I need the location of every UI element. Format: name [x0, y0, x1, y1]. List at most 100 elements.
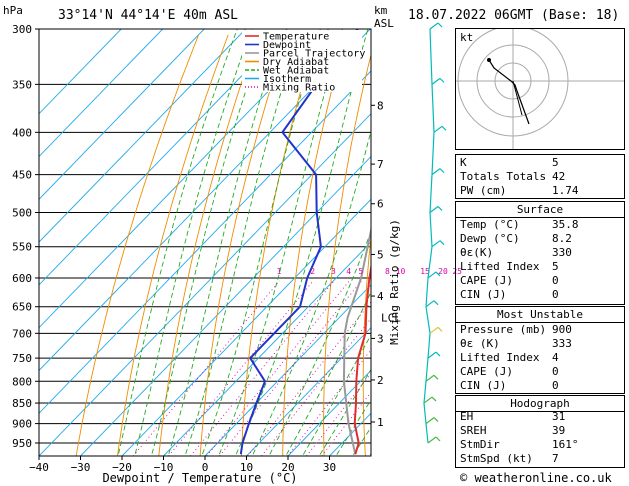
- hodo-row: SREH 39: [460, 424, 566, 437]
- isotherm-line: [39, 29, 288, 286]
- pressure-label: 400: [12, 126, 32, 139]
- wind-barb-flag: [433, 374, 439, 380]
- mu-row: CAPE (J) 0: [460, 365, 559, 378]
- wind-barb: [429, 22, 439, 30]
- isotherm-line: [39, 70, 371, 414]
- legend-entry: Temperature: [263, 32, 329, 43]
- isotherm-line: [39, 29, 371, 372]
- mixing-ratio-value: 15: [420, 267, 430, 276]
- wet-adiabat-line: [318, 368, 371, 456]
- dry-adiabat-line: [402, 35, 436, 456]
- surface-row: θε(K) 330: [460, 246, 572, 259]
- mixing-ratio-value: 2: [310, 267, 315, 276]
- wet-adiabat-line: [251, 129, 371, 456]
- legend-entry: Dewpoint: [263, 40, 311, 51]
- isotherm-line: [80, 155, 371, 456]
- wind-barb: [423, 396, 433, 404]
- surface-panel: Surface Temp (°C) 35.8 Dewp (°C) 8.2 θε(K)…: [455, 201, 625, 305]
- isotherm-line: [39, 29, 330, 329]
- mu-row: θε (K) 333: [460, 337, 572, 350]
- wet-adiabat-line: [117, 29, 238, 456]
- hodograph-plot: [456, 29, 624, 149]
- isotherm-line: [121, 198, 371, 456]
- legend-entry: Wet Adiabat: [263, 66, 329, 77]
- hodograph-start: [487, 58, 491, 62]
- pressure-label: 350: [12, 78, 32, 91]
- dry-adiabat-line: [240, 34, 318, 456]
- isotherm-line: [39, 29, 205, 200]
- dry-adiabat-line: [75, 34, 200, 456]
- wind-barb: [431, 240, 441, 248]
- pressure-label: 650: [12, 301, 32, 314]
- temperature-line: [353, 262, 371, 455]
- wind-barb-flag: [437, 326, 443, 332]
- temperature-tick-label: 0: [202, 461, 209, 474]
- legend-background: [242, 30, 362, 92]
- wind-barb: [431, 168, 441, 176]
- pressure-label: 800: [12, 375, 32, 388]
- temperature-tick-label: −30: [71, 461, 91, 474]
- parcel-trajectory-line: [342, 225, 371, 455]
- wet-adiabat-line: [201, 29, 321, 456]
- mu-row: Lifted Index 4: [460, 351, 559, 364]
- index-row: PW (cm) 1.74: [460, 184, 579, 197]
- pressure-label: 900: [12, 418, 32, 431]
- legend-entry: Isotherm: [263, 74, 311, 85]
- mixing-ratio-value: 4: [346, 267, 351, 276]
- lcl-label: LCL: [381, 312, 401, 325]
- pressure-label: 950: [12, 437, 32, 450]
- hodograph-trace: [488, 59, 530, 125]
- isotherm-line: [39, 29, 164, 158]
- wind-barb-flag: [437, 206, 443, 211]
- temperature-tick-label: −20: [112, 461, 132, 474]
- wind-barb: [427, 271, 437, 279]
- mixing-ratio-line: [168, 280, 314, 456]
- legend-entry: Mixing Ratio: [263, 83, 335, 94]
- temperature-tick-label: 30: [323, 461, 336, 474]
- wind-barb: [425, 417, 435, 425]
- hodograph-params-panel: Hodograph EH 31 SREH 39 StmDir 161° StmSpd …: [455, 395, 625, 468]
- temperature-tick-label: −40: [29, 461, 49, 474]
- dry-adiabat-line: [199, 34, 288, 456]
- wind-barb: [429, 326, 439, 334]
- hodo-row: EH 31: [460, 410, 566, 423]
- surface-title: Surface: [516, 203, 564, 216]
- altitude-label: 5: [377, 248, 384, 261]
- mixing-ratio-value: 3: [331, 267, 336, 276]
- mixing-ratio-line: [132, 280, 280, 456]
- isotherm-line: [39, 113, 371, 456]
- dry-adiabat-line: [323, 52, 371, 456]
- mixing-ratio-axis-title: Mixing Ratio (g/kg): [388, 219, 401, 345]
- wind-barb-flag: [439, 168, 445, 174]
- wet-adiabat-line: [335, 398, 371, 456]
- isotherm-line: [246, 327, 371, 456]
- pressure-label: 450: [12, 169, 32, 182]
- temperature-tick-label: 10: [240, 461, 253, 474]
- wet-adiabat-line: [167, 29, 284, 456]
- wet-adiabat-line: [134, 29, 253, 456]
- temperature-tick-label: −10: [154, 461, 174, 474]
- dry-adiabat-line: [158, 34, 259, 456]
- hodo-row: StmDir 161°: [460, 438, 579, 451]
- mixing-ratio-line: [190, 280, 335, 456]
- wind-barb: [431, 77, 441, 85]
- most-unstable-title: Most Unstable: [496, 308, 584, 321]
- wind-barb-flag: [435, 436, 441, 442]
- wind-profile-line: [423, 28, 435, 444]
- altitude-label: 3: [377, 332, 384, 345]
- altitude-label: 2: [377, 374, 384, 387]
- pressure-label: 600: [12, 272, 32, 285]
- copyright-footer: © weatheronline.co.uk: [460, 471, 612, 485]
- wind-barb-flag: [435, 271, 441, 277]
- km-axis-unit: km: [374, 4, 388, 17]
- isotherm-line: [204, 284, 371, 456]
- wind-barb: [425, 374, 435, 382]
- isotherm-line: [39, 29, 122, 115]
- surface-row: Temp (°C) 35.8: [460, 218, 579, 231]
- wind-barb: [427, 351, 437, 359]
- surface-row: CIN (J) 0: [460, 288, 559, 301]
- mu-row: Pressure (mb) 900: [460, 323, 572, 336]
- surface-row: Dewp (°C) 8.2: [460, 232, 572, 245]
- mixing-ratio-value: 10: [396, 267, 406, 276]
